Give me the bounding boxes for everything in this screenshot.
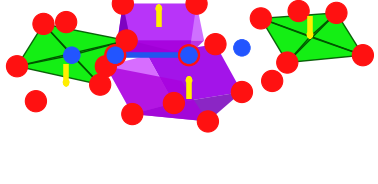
Polygon shape xyxy=(123,4,204,40)
Circle shape xyxy=(326,2,347,24)
Polygon shape xyxy=(115,40,204,55)
Circle shape xyxy=(234,40,250,56)
Polygon shape xyxy=(132,92,242,121)
Circle shape xyxy=(231,81,253,103)
Polygon shape xyxy=(147,44,242,103)
Polygon shape xyxy=(115,4,197,55)
Circle shape xyxy=(205,33,226,55)
Polygon shape xyxy=(261,13,363,63)
Circle shape xyxy=(288,0,309,22)
Circle shape xyxy=(25,91,46,112)
Circle shape xyxy=(56,11,77,33)
Circle shape xyxy=(197,111,218,132)
Circle shape xyxy=(181,47,197,63)
Circle shape xyxy=(262,70,283,92)
Polygon shape xyxy=(106,55,174,114)
Polygon shape xyxy=(106,66,208,121)
Circle shape xyxy=(105,45,126,66)
Circle shape xyxy=(64,47,80,63)
Circle shape xyxy=(33,13,54,35)
Circle shape xyxy=(352,45,373,66)
Circle shape xyxy=(95,56,116,77)
Circle shape xyxy=(107,47,124,63)
Circle shape xyxy=(178,45,200,66)
Polygon shape xyxy=(17,24,127,85)
Circle shape xyxy=(186,0,207,14)
Circle shape xyxy=(250,8,271,29)
Circle shape xyxy=(6,56,28,77)
Circle shape xyxy=(90,74,111,95)
Circle shape xyxy=(122,103,143,125)
Circle shape xyxy=(112,0,133,14)
Circle shape xyxy=(163,92,184,114)
Polygon shape xyxy=(115,4,189,55)
Circle shape xyxy=(116,30,137,51)
Circle shape xyxy=(277,52,298,73)
